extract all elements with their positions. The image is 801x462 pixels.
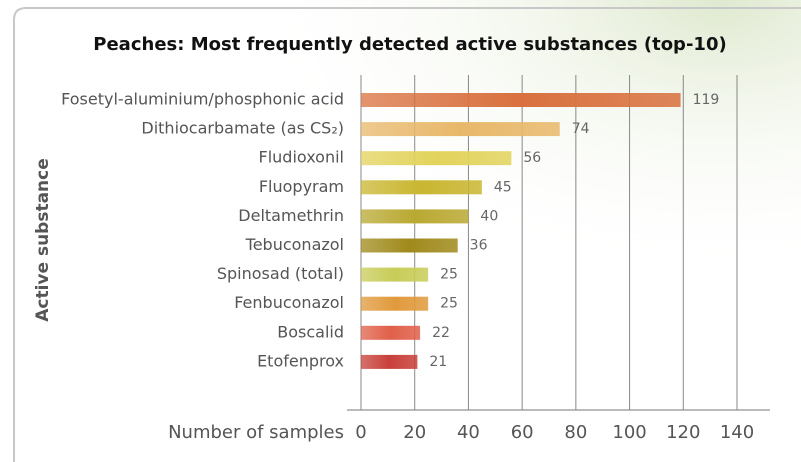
value-label: 119 [693, 92, 720, 108]
y-axis-title: Active substance [33, 158, 53, 322]
value-label: 21 [429, 354, 447, 370]
y-tick-label: Etofenprox [257, 351, 344, 370]
bar [361, 93, 681, 107]
y-tick-label: Deltamethrin [238, 206, 344, 225]
value-label: 56 [523, 150, 541, 166]
x-tick-label: 80 [564, 422, 587, 443]
x-tick-label: 140 [720, 422, 754, 443]
x-tick-label: 120 [666, 422, 700, 443]
bar [361, 180, 482, 195]
frame [13, 7, 801, 462]
bar [361, 354, 418, 369]
y-tick-label: Spinosad (total) [217, 264, 344, 283]
y-tick-label: Dithiocarbamate (as CS₂) [141, 119, 344, 138]
value-label: 40 [480, 208, 498, 224]
bar [361, 325, 421, 340]
value-label: 25 [440, 296, 458, 312]
x-tick-label: 20 [403, 422, 426, 443]
bar [361, 238, 458, 253]
chart-title: Peaches: Most frequently detected active… [93, 34, 726, 55]
x-tick-label: 0 [355, 422, 366, 443]
y-tick-label: Fenbuconazol [234, 293, 344, 312]
y-tick-label: Fludioxonil [259, 148, 344, 167]
x-tick-label: 100 [612, 422, 646, 443]
y-tick-label: Tebuconazol [245, 235, 344, 254]
x-tick-label: 40 [457, 422, 480, 443]
bar [361, 296, 429, 311]
bar [361, 122, 560, 137]
y-tick-label: Fluopyram [259, 177, 344, 196]
x-tick-label: 60 [511, 422, 534, 443]
value-label: 25 [440, 267, 458, 283]
y-tick-label: Fosetyl-aluminium/phosphonic acid [61, 90, 344, 109]
x-axis-title: Number of samples [168, 422, 344, 443]
bar [361, 151, 512, 166]
value-label: 36 [470, 238, 488, 254]
bar [361, 209, 469, 224]
y-tick-label: Boscalid [277, 322, 344, 341]
value-label: 74 [572, 121, 590, 137]
bar [361, 267, 429, 282]
value-label: 45 [494, 179, 512, 195]
value-label: 22 [432, 325, 450, 341]
